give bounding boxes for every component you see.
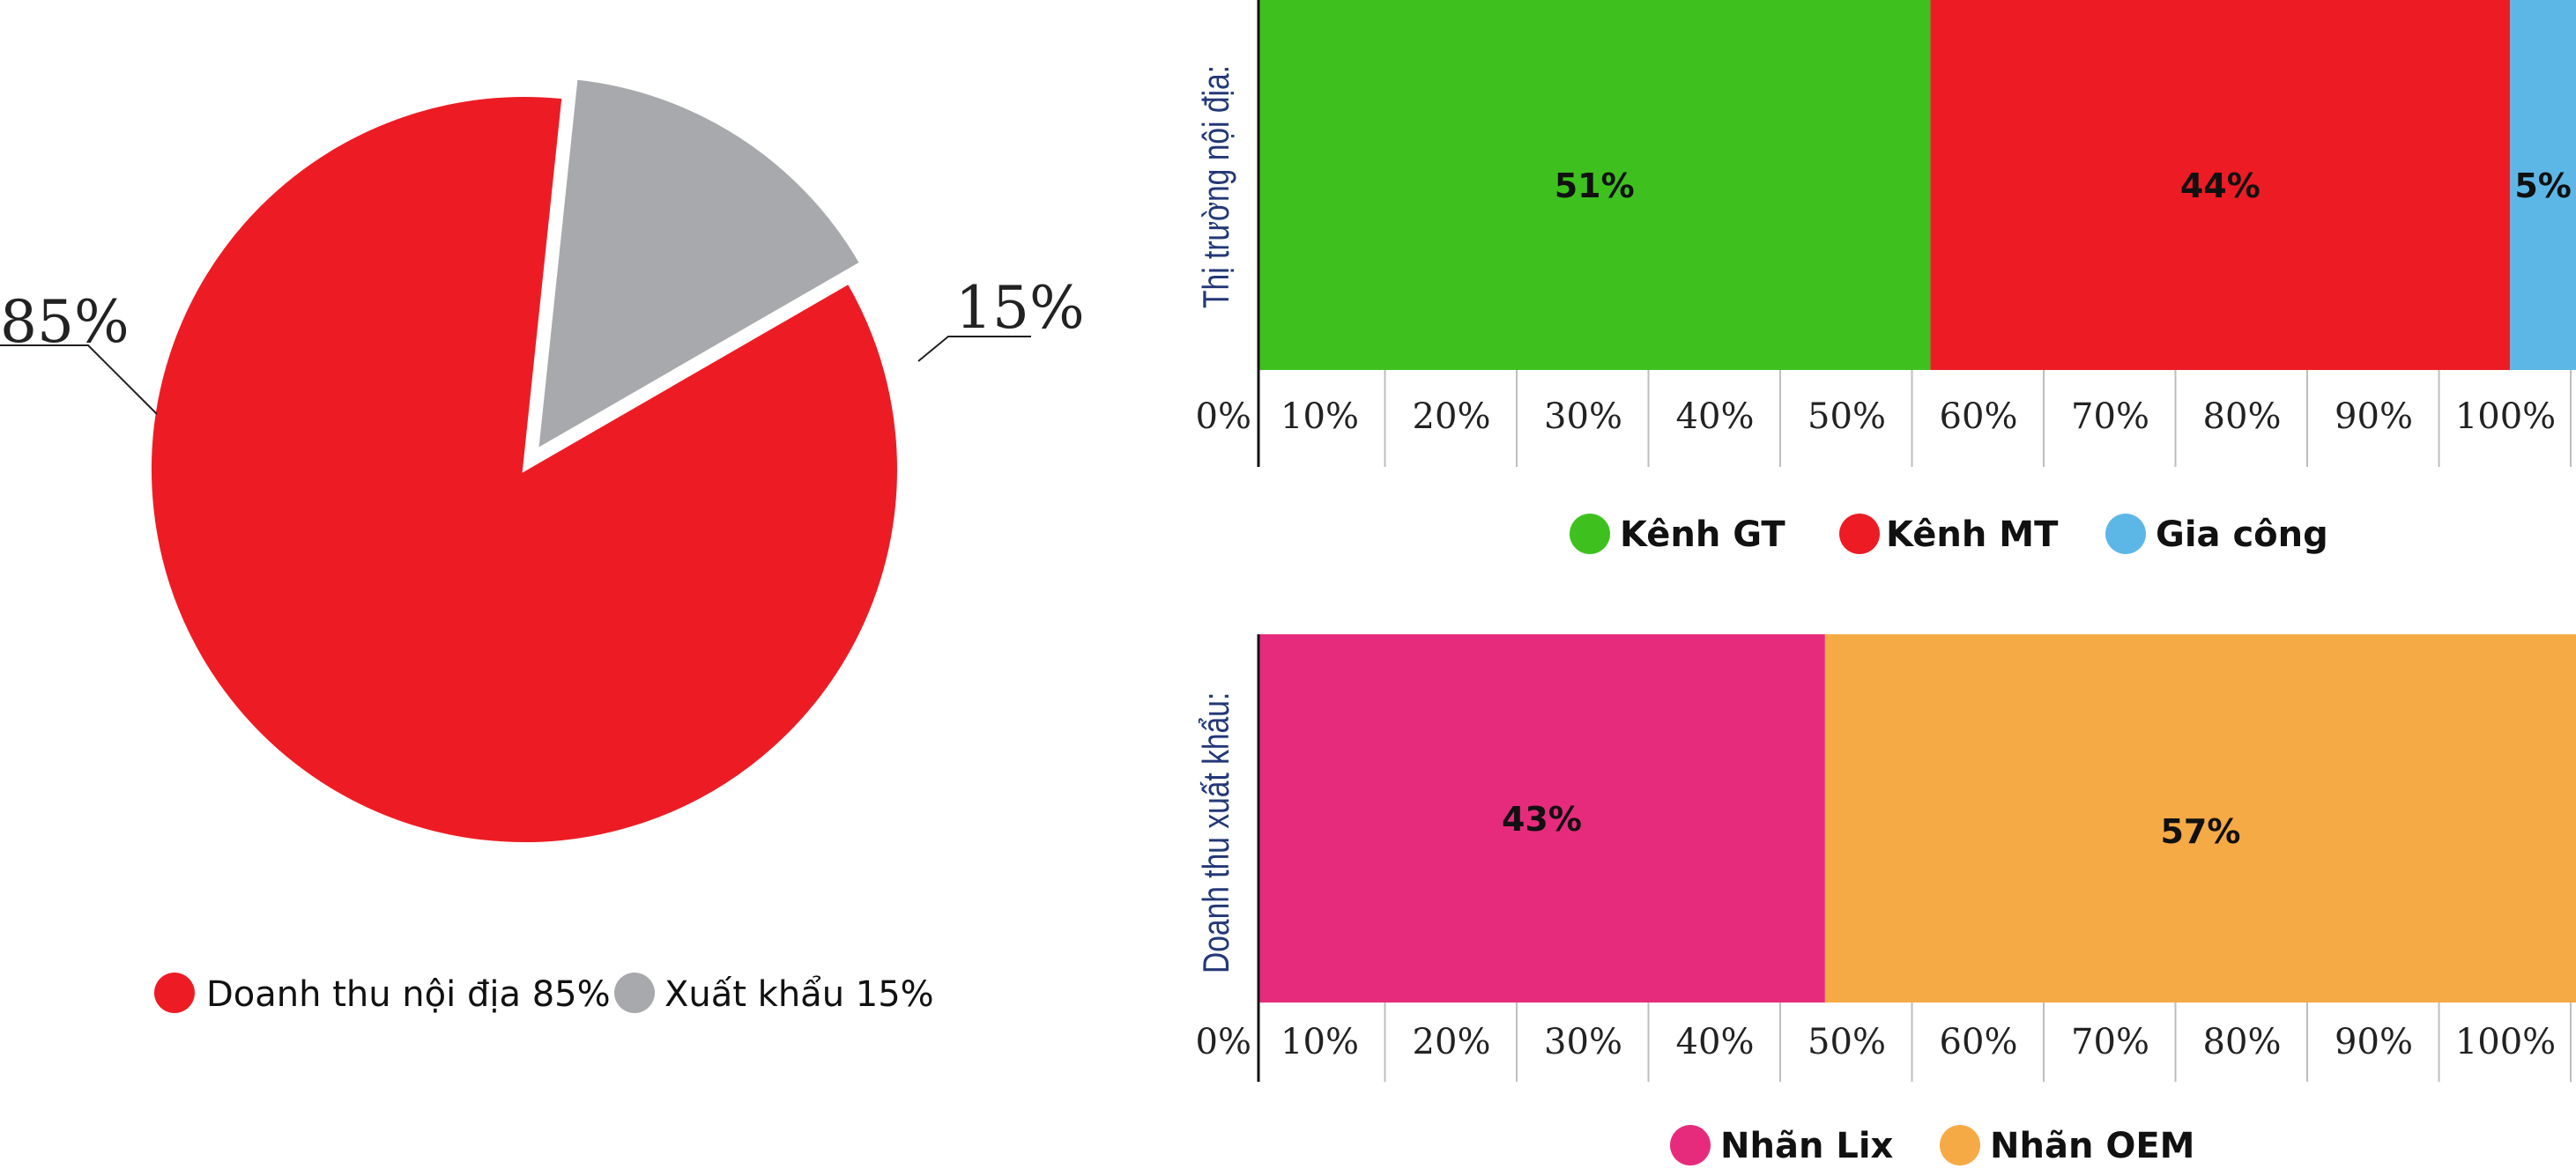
bar-segment-gia-cong	[2510, 0, 2576, 370]
tick-label: 90%	[2335, 396, 2413, 437]
tick-label: 40%	[1676, 1022, 1755, 1062]
legend-domestic: Kênh GT Kênh MT Gia công	[1570, 514, 2328, 555]
legend-swatch-gia-cong	[2105, 514, 2146, 554]
legend-swatch-nhan-oem	[1940, 1125, 1980, 1165]
stacked-bar-chart-domestic: Thị trường nội địa: 51% 44% 5% 0% 10% 20% 30%…	[1196, 0, 2576, 555]
legend-label-gia-cong: Gia công	[2156, 514, 2328, 555]
bar-data-label-gia-cong: 5%	[2514, 166, 2572, 205]
tick-label: 10%	[1281, 396, 1359, 437]
pie-data-label-doanh-thu-noi-dia: 85%	[0, 288, 130, 356]
tick-label: 0%	[1196, 1022, 1251, 1062]
tick-label: 80%	[2203, 396, 2282, 437]
bar-data-label-nhan-lix: 43%	[1502, 800, 1582, 839]
legend-label-doanh-thu-noi-dia: Doanh thu nội địa 85%	[206, 974, 611, 1015]
bar-segment-nhan-oem	[1824, 634, 2576, 1003]
pie-leader-line-doanh-thu-noi-dia	[0, 344, 158, 415]
tick-label: 60%	[1940, 396, 2018, 437]
tick-label: 50%	[1808, 396, 1886, 437]
tick-label: 30%	[1544, 396, 1622, 437]
legend-label-nhan-oem: Nhãn OEM	[1990, 1126, 2194, 1166]
tick-label: 100%	[2455, 1022, 2556, 1062]
tick-label: 10%	[1281, 1022, 1359, 1062]
legend-label-nhan-lix: Nhãn Lix	[1720, 1126, 1894, 1166]
bar-segment-kenh-mt	[1930, 0, 2511, 370]
bar-segment-kenh-gt	[1258, 0, 1931, 370]
tick-label: 40%	[1676, 396, 1755, 437]
tick-label: 70%	[2071, 396, 2149, 437]
legend-label-kenh-mt: Kênh MT	[1886, 514, 2059, 555]
legend-export: Nhãn Lix Nhãn OEM	[1670, 1125, 2194, 1166]
tick-label: 0%	[1196, 396, 1251, 437]
tick-label: 50%	[1808, 1022, 1886, 1062]
legend-swatch-kenh-mt	[1839, 514, 1880, 554]
tick-label: 80%	[2203, 1022, 2282, 1062]
legend-swatch-nhan-lix	[1670, 1125, 1711, 1165]
bar-data-label-kenh-gt: 51%	[1555, 166, 1635, 205]
legend-swatch-xuat-khau	[614, 973, 655, 1013]
pie-slice-doanh-thu-noi-dia	[148, 93, 901, 846]
tick-label: 20%	[1413, 396, 1491, 437]
axis-title-domestic: Thị trường nội địa:	[1197, 65, 1237, 308]
bar-segment-nhan-lix	[1258, 634, 1825, 1003]
tick-label: 30%	[1544, 1022, 1622, 1062]
tick-label: 60%	[1940, 1022, 2018, 1062]
pie-data-label-xuat-khau: 15%	[955, 274, 1085, 342]
tick-label: 90%	[2335, 1022, 2413, 1062]
tick-label: 100%	[2455, 396, 2556, 437]
bar-data-label-nhan-oem: 57%	[2160, 812, 2240, 851]
tick-label: 20%	[1413, 1022, 1491, 1062]
stacked-bar-chart-export: Doanh thu xuất khẩu: 43% 57% 0% 10% 20% 30% 4…	[1196, 634, 2576, 1166]
legend-swatch-kenh-gt	[1570, 514, 1610, 554]
axis-title-export: Doanh thu xuất khẩu:	[1197, 692, 1237, 973]
pie-leader-line-xuat-khau	[917, 336, 1031, 362]
pie-slice-xuat-khau	[534, 76, 864, 454]
pie-chart: 85% 15% Doanh thu nội địa 85% Xuất khẩu …	[0, 76, 1085, 1015]
legend-label-xuat-khau: Xuất khẩu 15%	[664, 974, 934, 1015]
tick-label: 70%	[2071, 1022, 2149, 1062]
legend-label-kenh-gt: Kênh GT	[1620, 514, 1785, 555]
bar-data-label-kenh-mt: 44%	[2180, 166, 2260, 205]
legend-swatch-doanh-thu-noi-dia	[154, 973, 195, 1013]
